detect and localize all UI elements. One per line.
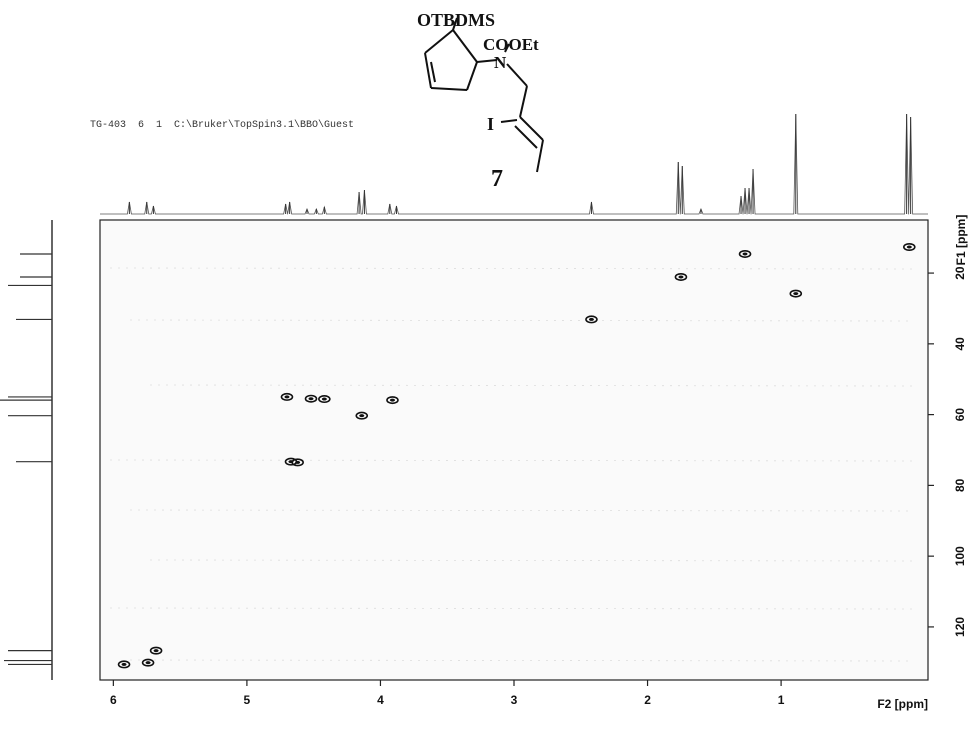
molecule-structure: OTBDMS COOEt N I 7 [417,10,544,192]
cross-peak [585,315,598,324]
y-tick-label: 80 [953,478,967,492]
x-axis-title: F2 [ppm] [877,697,928,711]
cross-peak [903,243,916,252]
cross-peak [674,272,688,281]
y-axis: 20 40 60 80 100 120 [928,266,967,637]
y-tick-label: 60 [953,408,967,422]
cross-peaks [117,243,916,669]
x-tick-label: 5 [244,693,251,707]
x-tick-label: 1 [778,693,785,707]
cross-peak [141,658,155,667]
cooet-label: COOEt [483,35,539,54]
cyclopentene-ring [424,17,544,173]
nitrogen-label: N [494,53,507,72]
cross-peak [386,396,399,405]
noise-streak [109,607,914,610]
compound-number: 7 [491,166,503,192]
cross-peak [318,395,331,404]
noise-streak [109,267,914,270]
x-tick-label: 6 [110,693,117,707]
y-tick-label: 100 [953,546,967,566]
noise-streaks [109,267,914,662]
x-axis: 6 5 4 3 2 1 [110,680,785,707]
cross-peak [304,394,318,403]
y-tick-label: 120 [953,617,967,637]
cross-peak [149,646,163,655]
y-tick-label: 20 [953,266,967,280]
f2-projection-baseline [100,113,928,215]
noise-streak [109,459,914,462]
x-tick-label: 3 [511,693,518,707]
cross-peak [291,458,304,467]
y-axis-title: F1 [ppm] [954,215,968,266]
x-tick-label: 4 [377,693,384,707]
iodine-label: I [487,114,494,134]
cross-peak [355,411,369,420]
x-tick-label: 2 [644,693,651,707]
cross-peak [280,392,294,401]
acquisition-path: TG-403 6 1 C:\Bruker\TopSpin3.1\BBO\Gues… [90,120,355,131]
otbdms-label: OTBDMS [417,10,495,30]
f1-projection [0,253,52,666]
y-tick-label: 40 [953,337,967,351]
cross-peak [789,289,803,298]
cross-peak [738,249,752,258]
cross-peak [117,660,131,669]
f2-projection [128,114,912,214]
plot-frame [99,219,929,681]
